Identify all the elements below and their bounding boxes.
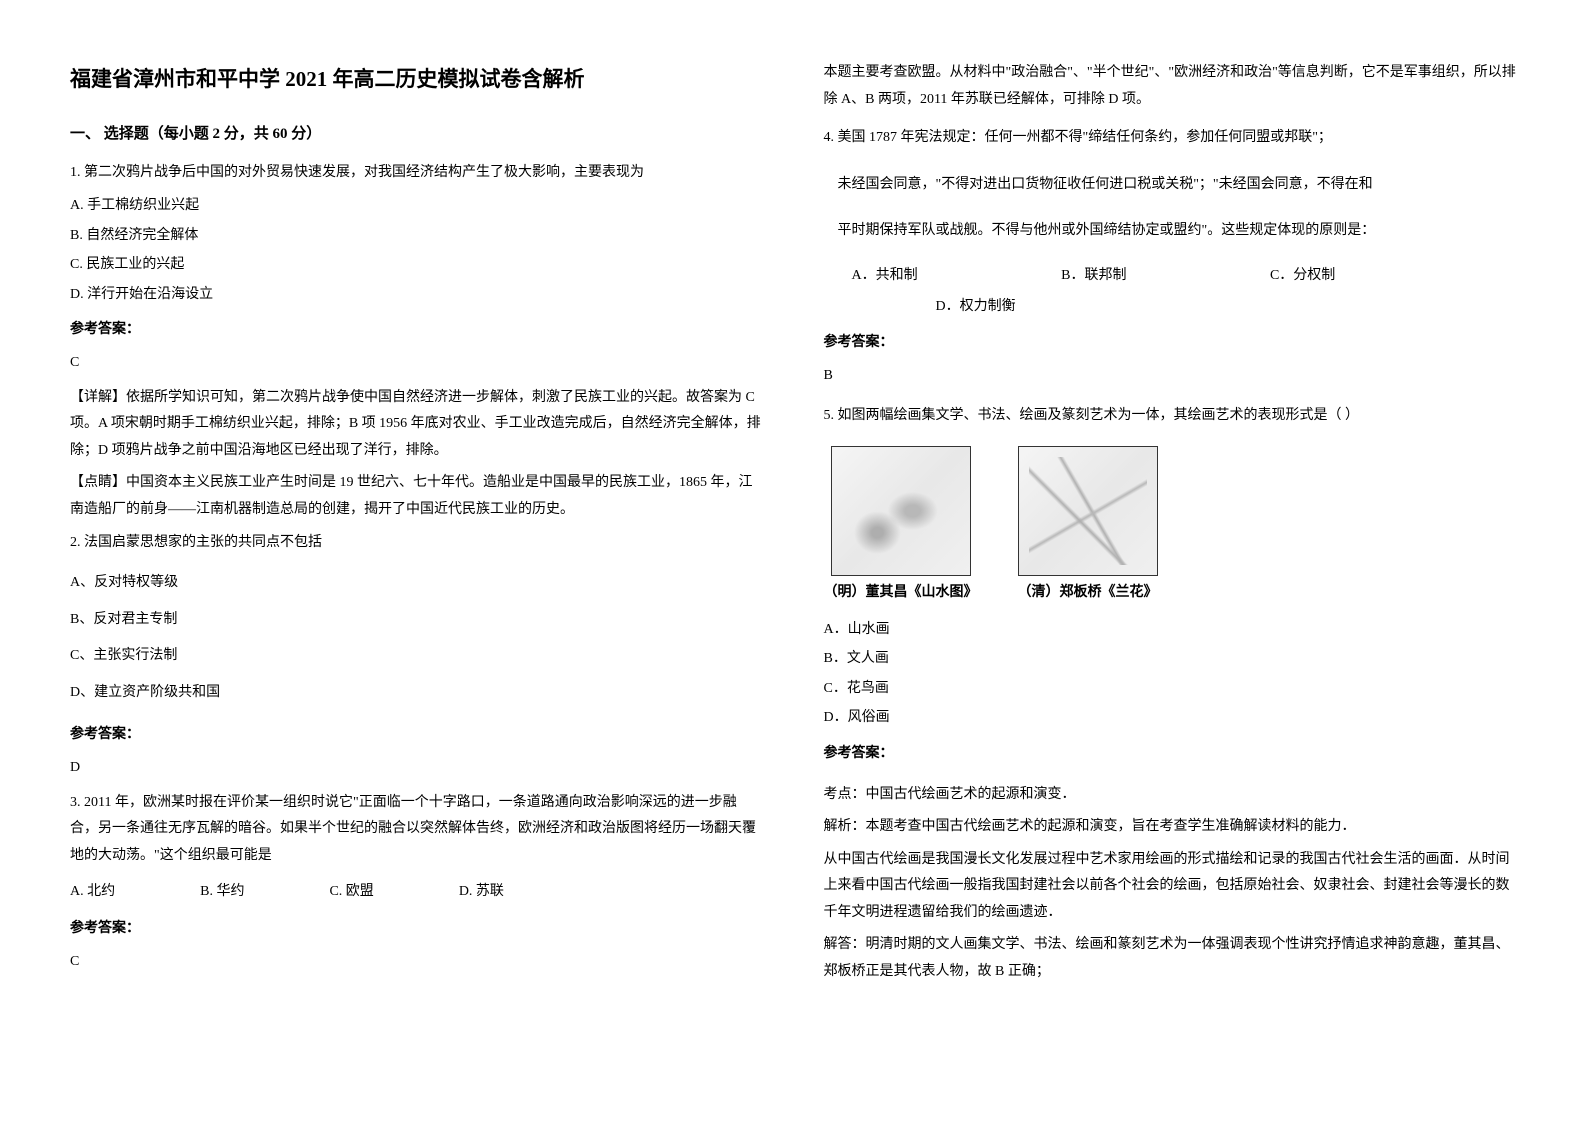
right-column: 本题主要考查欧盟。从材料中"政治融合"、"半个世纪"、"欧洲经济和政治"等信息判… xyxy=(824,60,1518,1062)
q5-explanation-3: 从中国古代绘画是我国漫长文化发展过程中艺术家用绘画的形式描绘和记录的我国古代社会… xyxy=(824,847,1518,927)
q5-image-1 xyxy=(831,446,971,576)
q1-option-d: D. 洋行开始在沿海设立 xyxy=(70,282,764,309)
q4-line2: 未经国会同意，"不得对进出口货物征收任何进口税或关税"；"未经国会同意，不得在和 xyxy=(824,172,1518,199)
q4-options-row1: A．共和制 B．联邦制 C．分权制 xyxy=(824,263,1518,290)
q3-option-c: C. 欧盟 xyxy=(329,879,373,906)
q3-answer: C xyxy=(70,949,764,976)
q4-line3: 平时期保持军队或战舰。不得与他州或外国缔结协定或盟约"。这些规定体现的原则是： xyxy=(824,218,1518,245)
q4-option-a: A．共和制 xyxy=(852,263,918,290)
q1-explanation-1: 【详解】依据所学知识可知，第二次鸦片战争使中国自然经济进一步解体，刺激了民族工业… xyxy=(70,385,764,465)
q5-image-1-box: （明）董其昌《山水图》 xyxy=(824,446,978,607)
section-heading: 一、 选择题（每小题 2 分，共 60 分） xyxy=(70,120,764,149)
q2-option-a: A、反对特权等级 xyxy=(70,570,764,597)
q3-options-row: A. 北约 B. 华约 C. 欧盟 D. 苏联 xyxy=(70,879,764,906)
q5-image-row: （明）董其昌《山水图》 （清）郑板桥《兰花》 xyxy=(824,446,1518,607)
q5-option-b: B．文人画 xyxy=(824,646,1518,673)
q1-answer-label: 参考答案： xyxy=(70,317,764,344)
q4-option-b: B．联邦制 xyxy=(1061,263,1126,290)
q4-answer: B xyxy=(824,363,1518,390)
q5-image-2 xyxy=(1018,446,1158,576)
q1-option-b: B. 自然经济完全解体 xyxy=(70,223,764,250)
q3-option-b: B. 华约 xyxy=(200,879,244,906)
q3-explanation-1: 本题主要考查欧盟。从材料中"政治融合"、"半个世纪"、"欧洲经济和政治"等信息判… xyxy=(824,60,1518,113)
q3-stem: 3. 2011 年，欧洲某时报在评价某一组织时说它"正面临一个十字路口，一条道路… xyxy=(70,790,764,870)
q1-stem: 1. 第二次鸦片战争后中国的对外贸易快速发展，对我国经济结构产生了极大影响，主要… xyxy=(70,160,764,187)
q5-option-d: D．风俗画 xyxy=(824,705,1518,732)
q5-image-2-caption: （清）郑板桥《兰花》 xyxy=(1018,580,1158,607)
q4-stem: 4. 美国 1787 年宪法规定：任何一州都不得"缔结任何条约，参加任何同盟或邦… xyxy=(824,125,1518,152)
q4-option-d: D．权力制衡 xyxy=(936,299,1016,314)
q1-option-a: A. 手工棉纺织业兴起 xyxy=(70,193,764,220)
q5-answer-label: 参考答案： xyxy=(824,741,1518,768)
q3-option-a: A. 北约 xyxy=(70,879,115,906)
q5-option-c: C．花鸟画 xyxy=(824,676,1518,703)
q5-explanation-2: 解析：本题考查中国古代绘画艺术的起源和演变，旨在考查学生准确解读材料的能力． xyxy=(824,814,1518,841)
q5-image-1-caption: （明）董其昌《山水图》 xyxy=(824,580,978,607)
q2-option-d: D、建立资产阶级共和国 xyxy=(70,680,764,707)
q5-explanation-1: 考点：中国古代绘画艺术的起源和演变． xyxy=(824,782,1518,809)
document-title: 福建省漳州市和平中学 2021 年高二历史模拟试卷含解析 xyxy=(70,60,764,100)
q4-option-c: C．分权制 xyxy=(1270,263,1335,290)
q5-image-2-box: （清）郑板桥《兰花》 xyxy=(1018,446,1158,607)
q2-answer-label: 参考答案： xyxy=(70,722,764,749)
q2-stem: 2. 法国启蒙思想家的主张的共同点不包括 xyxy=(70,530,764,557)
q5-explanation-4: 解答：明清时期的文人画集文学、书法、绘画和篆刻艺术为一体强调表现个性讲究抒情追求… xyxy=(824,932,1518,985)
q2-option-c: C、主张实行法制 xyxy=(70,643,764,670)
q4-answer-label: 参考答案： xyxy=(824,330,1518,357)
q5-stem: 5. 如图两幅绘画集文学、书法、绘画及篆刻艺术为一体，其绘画艺术的表现形式是（ … xyxy=(824,403,1518,430)
left-column: 福建省漳州市和平中学 2021 年高二历史模拟试卷含解析 一、 选择题（每小题 … xyxy=(70,60,764,1062)
q1-answer: C xyxy=(70,350,764,377)
q3-answer-label: 参考答案： xyxy=(70,916,764,943)
q3-option-d: D. 苏联 xyxy=(459,879,504,906)
q2-option-b: B、反对君主专制 xyxy=(70,607,764,634)
q1-explanation-2: 【点睛】中国资本主义民族工业产生时间是 19 世纪六、七十年代。造船业是中国最早… xyxy=(70,470,764,523)
q5-option-a: A．山水画 xyxy=(824,617,1518,644)
document-page: 福建省漳州市和平中学 2021 年高二历史模拟试卷含解析 一、 选择题（每小题 … xyxy=(70,60,1517,1062)
q1-option-c: C. 民族工业的兴起 xyxy=(70,252,764,279)
q4-options-row2: D．权力制衡 xyxy=(936,294,1518,321)
q2-answer: D xyxy=(70,755,764,782)
